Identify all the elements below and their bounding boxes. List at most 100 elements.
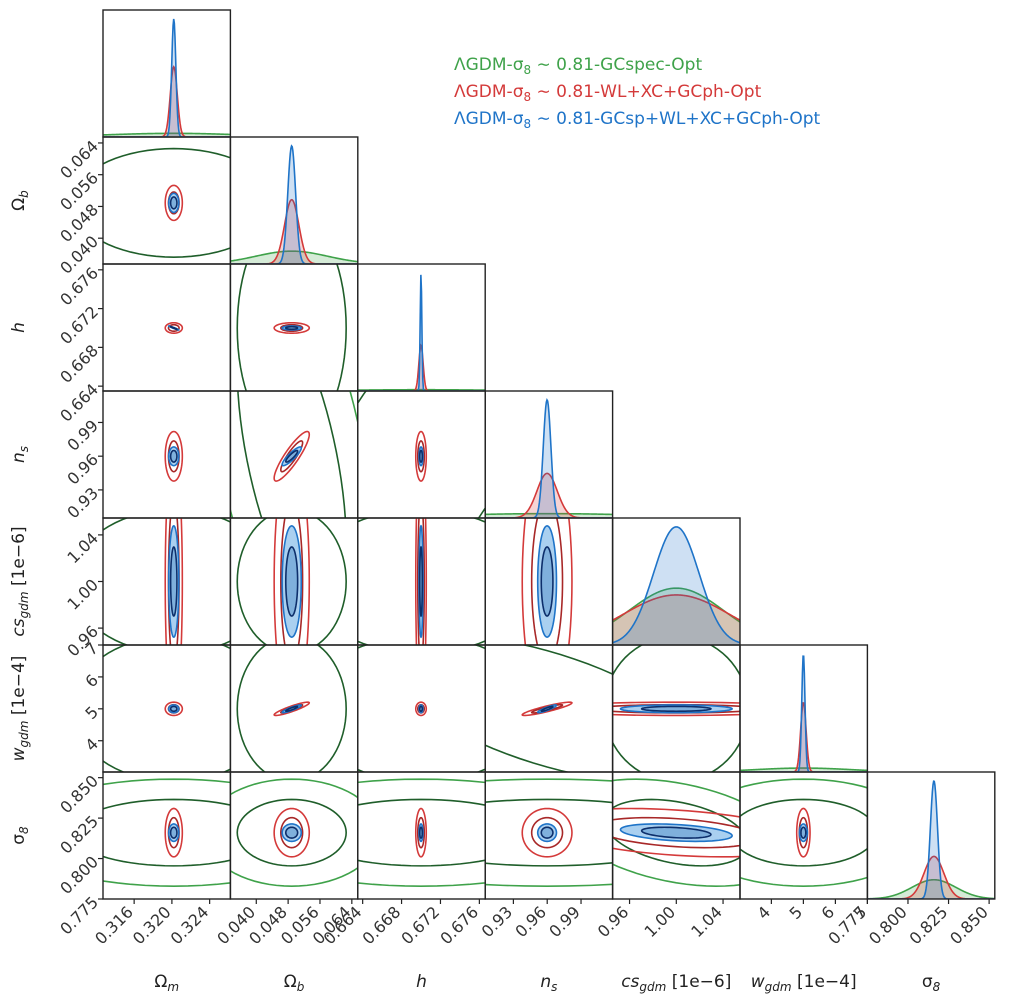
- marginal-fill-0: [230, 251, 358, 264]
- y-axis-label-w_gdm: wgdm [1e−4]: [9, 656, 31, 762]
- legend-entry-0: ΛGDM-σ8 ∼ 0.81-GCspec-Opt: [454, 55, 702, 77]
- contour-95-1: [273, 321, 311, 335]
- contour-95-1: [521, 518, 573, 645]
- axis-labels: Ωm Ωb h ns csgdm [1e−6] wgdm [1e−4] σ8 Ωb h ns csg…: [9, 190, 941, 994]
- panel-frame: [484, 390, 614, 519]
- contour-68-2: [284, 826, 299, 839]
- contour-68-1: [612, 816, 740, 849]
- contour-95-1: [414, 430, 428, 482]
- contour-95-1: [164, 184, 184, 222]
- x-tick-cs_gdm: 0.96: [594, 902, 633, 941]
- panel-frame: [229, 136, 359, 265]
- x-tick-Omega_m: 0.324: [167, 902, 213, 948]
- contour-68-2: [169, 546, 178, 617]
- corner-panels: [102, 9, 996, 900]
- contour-68-1: [416, 518, 426, 645]
- legend-entry-1: ΛGDM-σ8 ∼ 0.81-WL+XC+GCph-Opt: [454, 82, 762, 104]
- marginal-curve-1: [612, 594, 740, 621]
- x-tick-n_s: 0.96: [511, 902, 550, 941]
- y-axis-label-sigma_8: σ8: [9, 826, 31, 845]
- panel-frame: [611, 517, 741, 646]
- contour-95-1: [164, 321, 184, 335]
- contour-68-2: [169, 826, 178, 839]
- contour-68-2: [169, 325, 178, 331]
- panel-w_gdm-vs-n_s: [485, 645, 613, 772]
- marginal-w_gdm: [740, 655, 868, 772]
- contour-68-0: [236, 798, 347, 867]
- y-axis-label-cs_gdm: csgdm [1e−6]: [9, 526, 31, 636]
- x-tick-Omega_m: 0.320: [129, 902, 175, 948]
- contour-95-1: [164, 701, 184, 717]
- contour-68-2: [284, 325, 299, 331]
- contour-68-1: [280, 816, 304, 849]
- x-axis-label-sigma_8: σ8: [922, 972, 941, 994]
- y-tick-w_gdm: 6: [81, 671, 102, 692]
- contour-68-0: [357, 518, 486, 645]
- x-axis-label-w_gdm: wgdm [1e−4]: [751, 972, 857, 994]
- x-tick-n_s: 0.99: [545, 902, 584, 941]
- panel-w_gdm-vs-cs_gdm: [612, 645, 740, 772]
- x-axis-label-cs_gdm: csgdm [1e−6]: [621, 972, 731, 994]
- marginal-h: [357, 274, 486, 391]
- marginal-curve-0: [867, 878, 995, 899]
- contour-68-0: [103, 518, 231, 645]
- marginal-curve-2: [867, 780, 995, 899]
- contour-68-0: [103, 798, 231, 867]
- marginal-fill-1: [612, 594, 740, 645]
- y-axis-label-Omega_b: Ωb: [9, 190, 31, 211]
- legend-entry-2: ΛGDM-σ8 ∼ 0.81-GCsp+WL+XC+GCph-Opt: [454, 109, 821, 131]
- x-tick-sigma_8: 0.850: [946, 902, 992, 948]
- panel-frame: [866, 771, 996, 900]
- contour-68-2: [540, 546, 554, 617]
- y-tick-sigma_8: 0.800: [56, 852, 102, 898]
- contour-68-2: [418, 545, 424, 618]
- marginal-curve-0: [485, 512, 613, 516]
- marginal-Omega_m: [103, 18, 231, 137]
- contour-95-0: [740, 778, 868, 887]
- contour-95-1: [521, 807, 573, 858]
- y-tick-w_gdm: 4: [81, 734, 102, 755]
- contour-68-0: [612, 798, 740, 867]
- contour-95-1: [273, 430, 311, 482]
- marginal-curve-2: [103, 18, 231, 137]
- x-axis-label-h: h: [416, 972, 427, 992]
- contour-95-0: [612, 778, 740, 887]
- panel-n_s-vs-Omega_m: [164, 430, 184, 482]
- y-axis-label-n_s: ns: [9, 446, 31, 463]
- marginal-curve-1: [230, 198, 358, 264]
- panel-frame: [357, 263, 486, 392]
- x-tick-n_s: 0.93: [478, 902, 517, 941]
- y-tick-cs_gdm: 1.04: [63, 529, 102, 568]
- marginal-fill-1: [357, 345, 486, 391]
- y-tick-h: 0.668: [56, 341, 102, 387]
- marginal-fill-2: [485, 399, 613, 518]
- contour-95-1: [164, 430, 184, 482]
- marginal-fill-2: [612, 526, 740, 645]
- marginal-curve-0: [103, 132, 231, 136]
- contour-95-1: [414, 701, 428, 717]
- marginal-fill-1: [230, 199, 358, 264]
- panel-frame: [739, 644, 869, 773]
- x-tick-h: 0.668: [359, 902, 405, 948]
- panel-frame: [102, 9, 232, 138]
- panel-frame: [102, 263, 232, 392]
- panel-frame: [102, 517, 232, 646]
- contour-68-2: [640, 705, 712, 713]
- panel-sigma_8-vs-Omega_m: [103, 778, 231, 887]
- contour-68-2: [418, 705, 424, 713]
- marginal-curve-2: [612, 526, 740, 644]
- x-axis-label-Omega_m: Ωm: [154, 972, 179, 994]
- x-tick-h: 0.676: [436, 902, 482, 948]
- panel-Omega_b-vs-Omega_m: [103, 147, 231, 258]
- y-tick-sigma_8: 0.850: [56, 771, 102, 817]
- x-tick-cs_gdm: 1.00: [641, 902, 680, 941]
- legend: ΛGDM-σ8 ∼ 0.81-GCspec-Opt ΛGDM-σ8 ∼ 0.81-…: [454, 55, 821, 131]
- marginal-n_s: [485, 397, 613, 518]
- panel-h-vs-Omega_m: [164, 321, 184, 335]
- x-tick-w_gdm: 5: [786, 902, 807, 923]
- marginal-cs_gdm: [612, 526, 740, 645]
- contour-68-2: [169, 705, 178, 713]
- y-tick-h: 0.672: [56, 302, 102, 348]
- y-tick-cs_gdm: 1.00: [63, 575, 102, 614]
- x-tick-w_gdm: 4: [754, 902, 775, 923]
